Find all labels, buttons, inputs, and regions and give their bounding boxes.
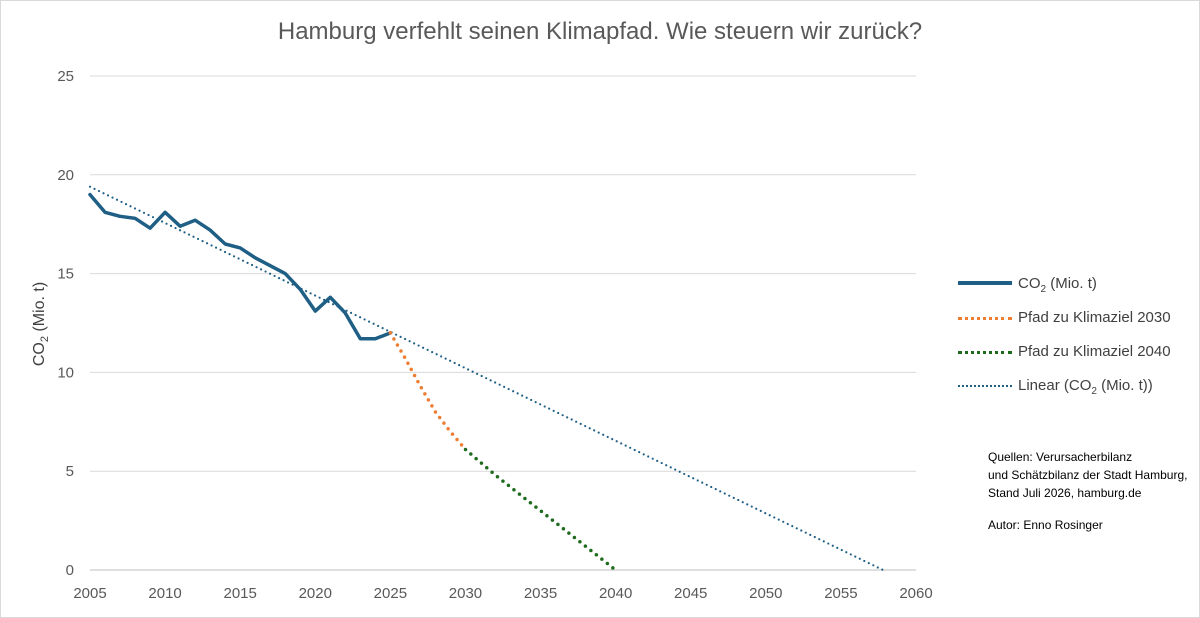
legend-label-co2: CO2 (Mio. t) (1018, 275, 1097, 295)
series-line-co2 (88, 192, 393, 341)
x-tick-label: 2035 (524, 585, 557, 602)
legend-label-pfad-2040: Pfad zu Klimaziel 2040 (1018, 343, 1171, 360)
legend-item-pfad-2030: Pfad zu Klimaziel 2030 (958, 306, 1198, 340)
source-note: Quellen: Verursacherbilanz und Schätzbil… (988, 448, 1198, 534)
legend-item-pfad-2040: Pfad zu Klimaziel 2040 (958, 340, 1198, 374)
x-tick-label: 2055 (824, 585, 857, 602)
source-line-1: Quellen: Verursacherbilanz (988, 450, 1133, 464)
series-line-linear-trend (88, 185, 885, 572)
y-tick-label: 0 (66, 562, 74, 579)
legend-swatch-co2 (958, 281, 1012, 285)
x-tick-label: 2060 (899, 585, 932, 602)
y-axis-label-suffix: (Mio. t) (31, 282, 48, 336)
series-line-pfad-2040 (463, 447, 618, 572)
y-tick-label: 20 (57, 167, 74, 184)
legend-swatch-pfad-2030 (958, 317, 1012, 320)
x-tick-label: 2015 (223, 585, 256, 602)
source-line-2: und Schätzbilanz der Stadt Hamburg, (988, 468, 1188, 482)
x-tick-label: 2025 (374, 585, 407, 602)
legend-label-linear: Linear (CO2 (Mio. t)) (1018, 377, 1153, 397)
y-tick-label: 10 (57, 364, 74, 381)
legend-item-co2: CO2 (Mio. t) (958, 272, 1198, 306)
y-tick-label: 5 (66, 463, 74, 480)
legend-swatch-pfad-2040 (958, 351, 1012, 354)
legend-item-linear: Linear (CO2 (Mio. t)) (958, 374, 1198, 408)
legend-swatch-linear (958, 385, 1012, 387)
x-tick-label: 2050 (749, 585, 782, 602)
x-tick-label: 2030 (449, 585, 482, 602)
x-tick-label: 2005 (73, 585, 106, 602)
source-line-3: Stand Juli 2026, hamburg.de (988, 486, 1142, 500)
x-tick-label: 2020 (299, 585, 332, 602)
y-tick-label: 15 (57, 266, 74, 283)
y-tick-label: 25 (57, 68, 74, 85)
y-axis-label: CO2 (Mio. t) (31, 282, 51, 366)
author-line: Autor: Enno Rosinger (988, 518, 1103, 532)
legend-label-pfad-2030: Pfad zu Klimaziel 2030 (1018, 309, 1171, 326)
chart-title: Hamburg verfehlt seinen Klimapfad. Wie s… (277, 18, 923, 45)
x-tick-label: 2010 (148, 585, 181, 602)
x-tick-label: 2045 (674, 585, 707, 602)
series-line-pfad-2030 (388, 331, 468, 452)
x-tick-label: 2040 (599, 585, 632, 602)
y-axis-label-main: CO (31, 342, 48, 366)
legend: CO2 (Mio. t) Pfad zu Klimaziel 2030 Pfad… (958, 272, 1198, 408)
y-axis-label-sub: 2 (39, 336, 51, 342)
